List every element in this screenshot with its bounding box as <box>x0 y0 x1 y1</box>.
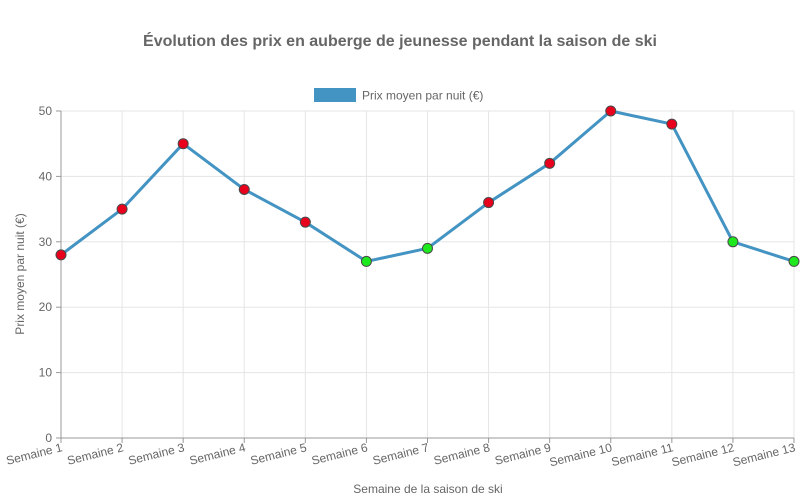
x-tick-label: Semaine 11 <box>610 440 675 469</box>
data-point[interactable] <box>116 203 128 215</box>
x-tick-label: Semaine 9 <box>493 440 552 468</box>
data-point[interactable] <box>360 255 372 267</box>
x-tick-label: Semaine 13 <box>731 440 797 469</box>
x-tick-label: Semaine 10 <box>548 440 614 469</box>
data-point[interactable] <box>788 255 800 267</box>
data-point[interactable] <box>299 216 311 228</box>
y-axis-title: Prix moyen par nuit (€) <box>13 213 27 334</box>
data-point[interactable] <box>238 183 250 195</box>
y-tick-label: 10 <box>39 366 53 380</box>
axes <box>60 111 794 439</box>
chart-title: Évolution des prix en auberge de jeuness… <box>143 31 657 50</box>
x-tick-label: Semaine 5 <box>249 440 308 468</box>
x-tick-label: Semaine 7 <box>371 440 430 468</box>
x-tick-label: Semaine 1 <box>5 440 64 468</box>
data-point[interactable] <box>483 197 495 209</box>
data-point[interactable] <box>177 138 189 150</box>
y-tick-label: 0 <box>45 431 52 445</box>
y-tick-label: 30 <box>39 235 53 249</box>
data-point[interactable] <box>666 118 678 130</box>
y-axis-ticks: 0 10 20 30 40 50 <box>39 104 61 445</box>
data-point[interactable] <box>727 236 739 248</box>
x-axis-ticks: Semaine 1 Semaine 2 Semaine 3 Semaine 4 Sema… <box>5 438 797 469</box>
legend-label: Prix moyen par nuit (€) <box>362 89 483 103</box>
x-tick-label: Semaine 6 <box>310 440 369 468</box>
data-point[interactable] <box>55 249 67 261</box>
x-tick-label: Semaine 8 <box>432 440 491 468</box>
series <box>55 105 800 267</box>
y-tick-label: 20 <box>39 300 53 314</box>
y-tick-label: 40 <box>39 169 53 183</box>
data-point[interactable] <box>422 242 433 254</box>
data-point[interactable] <box>605 105 617 117</box>
legend[interactable]: Prix moyen par nuit (€) <box>314 88 483 103</box>
data-point[interactable] <box>544 157 556 169</box>
x-tick-label: Semaine 2 <box>66 440 125 468</box>
x-tick-label: Semaine 4 <box>188 440 247 468</box>
x-axis-title: Semaine de la saison de ski <box>353 482 502 496</box>
legend-swatch <box>314 88 356 102</box>
grid <box>61 110 795 438</box>
x-tick-label: Semaine 3 <box>127 440 186 468</box>
x-tick-label: Semaine 12 <box>670 440 736 469</box>
y-tick-label: 50 <box>39 104 53 118</box>
